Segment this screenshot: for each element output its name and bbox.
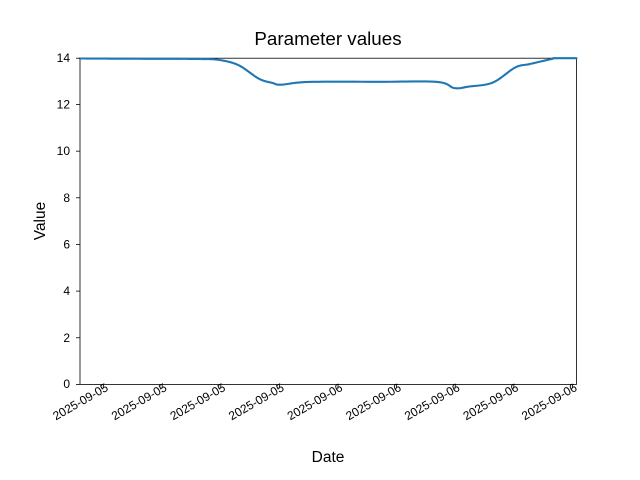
svg-text:Value: Value: [32, 202, 49, 241]
svg-text:2025-09-06: 2025-09-06: [461, 380, 521, 423]
svg-text:2025-09-05: 2025-09-05: [50, 380, 110, 423]
svg-text:2025-09-06: 2025-09-06: [519, 380, 579, 423]
svg-text:12: 12: [57, 98, 71, 112]
svg-text:2025-09-06: 2025-09-06: [285, 380, 345, 423]
svg-text:14: 14: [57, 51, 71, 65]
svg-text:8: 8: [63, 191, 70, 205]
svg-text:2025-09-06: 2025-09-06: [343, 380, 403, 423]
svg-text:2: 2: [63, 331, 70, 345]
svg-text:6: 6: [63, 237, 70, 251]
svg-text:10: 10: [57, 144, 71, 158]
svg-text:0: 0: [63, 377, 70, 391]
svg-text:Date: Date: [312, 449, 345, 466]
svg-text:Parameter values: Parameter values: [254, 28, 401, 49]
svg-text:2025-09-05: 2025-09-05: [168, 380, 228, 423]
svg-text:2025-09-05: 2025-09-05: [109, 380, 169, 423]
svg-text:2025-09-05: 2025-09-05: [226, 380, 286, 423]
svg-text:4: 4: [63, 284, 70, 298]
svg-text:2025-09-06: 2025-09-06: [402, 380, 462, 423]
